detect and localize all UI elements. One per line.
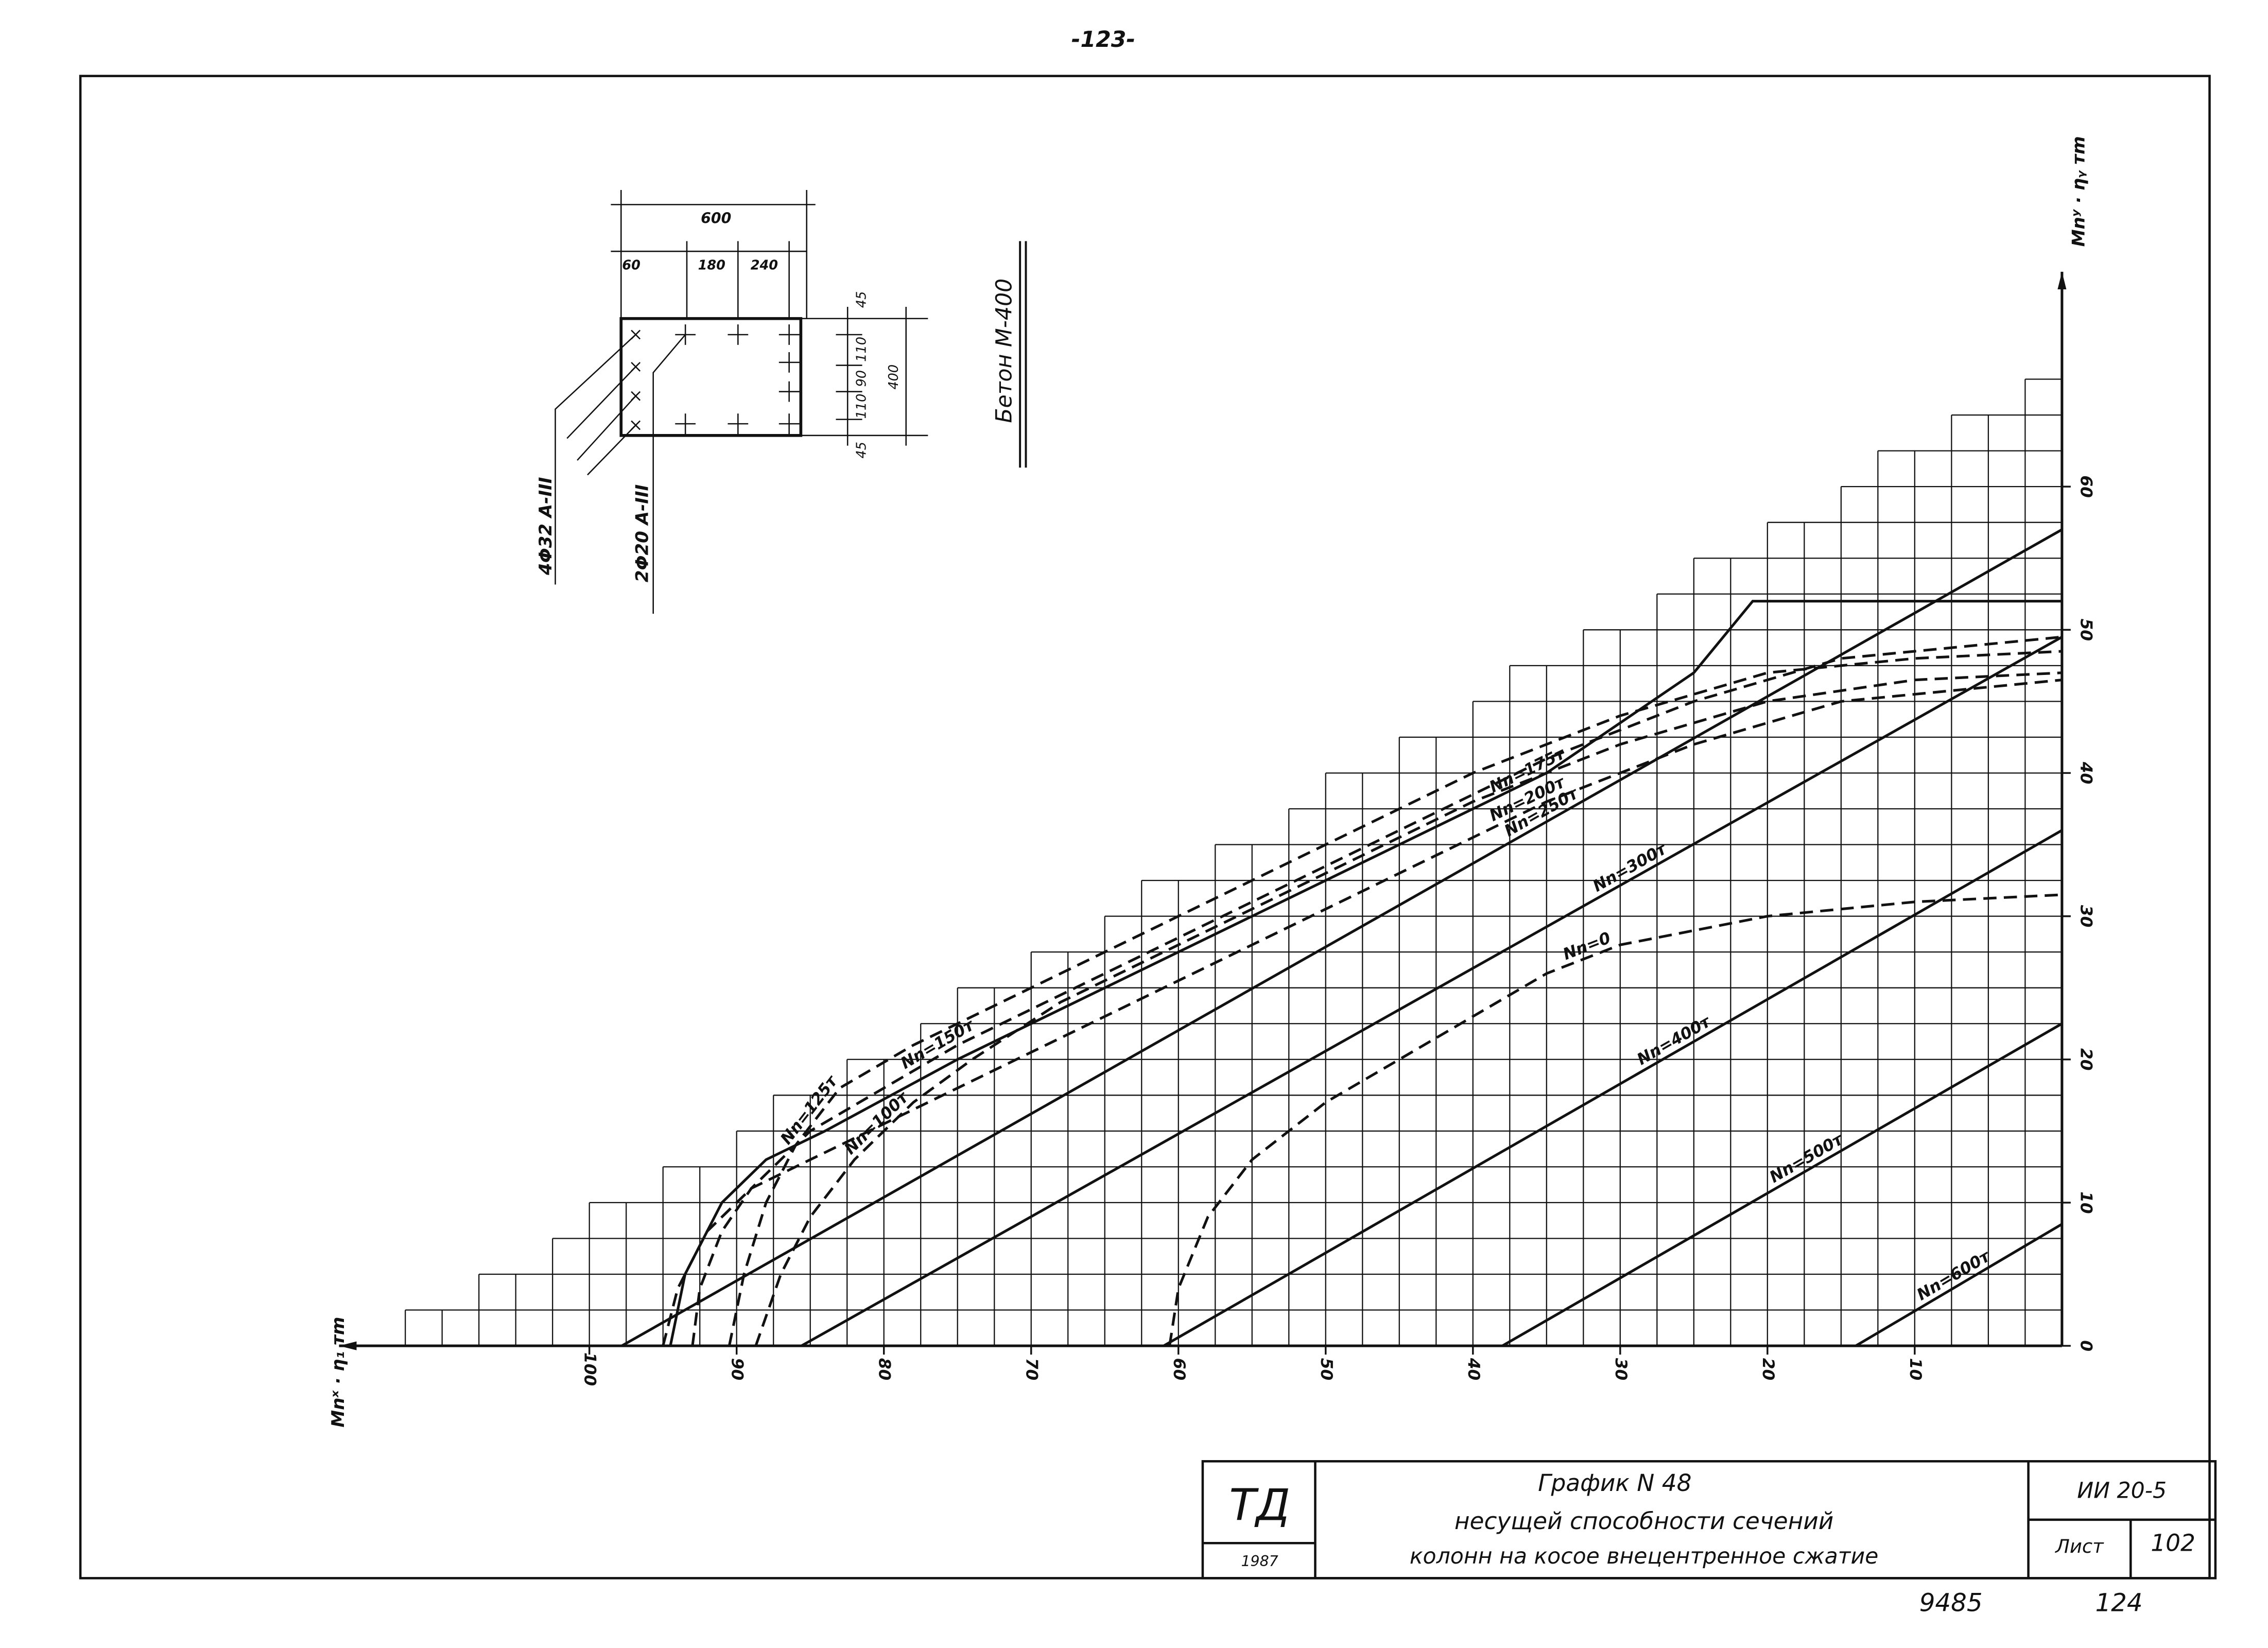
dim-label: 45 [854, 442, 870, 458]
load-curve [669, 600, 2062, 1346]
dimension-lines [611, 189, 928, 446]
curve-label: Nn=600т [1914, 1246, 1994, 1304]
dim-label: 110 [854, 337, 870, 362]
dim-label: 90 [854, 370, 870, 387]
load-curve [801, 635, 2063, 1347]
x-tick-label: 50 [1317, 1358, 1336, 1380]
x-tick-label: 70 [1023, 1358, 1041, 1380]
dim-label: 45 [854, 291, 870, 308]
rebar-label: 4Φ32 A-III [535, 477, 556, 576]
y-tick-label: 0 [2076, 1340, 2095, 1351]
sheet-subtitle: колонн на косое внецентренное сжатие [1410, 1543, 1878, 1569]
title-block: ТД 1987 График N 48 несущей способности … [1201, 1460, 2217, 1580]
curve-label: Nn=400т [1634, 1012, 1714, 1069]
load-curve [662, 679, 2063, 1346]
curve-label: Nn=300т [1590, 839, 1671, 896]
x-tick-label: 40 [1464, 1358, 1483, 1380]
section-outline [619, 317, 803, 437]
dim-label: 60 [622, 258, 640, 273]
plot: Mnˣ · η₁ тm Mnʸ · ηᵧ тm 10 20 30 40 50 60 70 80 90… [328, 136, 2095, 1427]
footer-number: 124 [2095, 1588, 2142, 1617]
concrete-grade: Бетон М-400 [991, 279, 1017, 423]
dim-label: 600 [701, 210, 731, 227]
page-number: -123- [1071, 27, 1135, 53]
sheet-label: Лист [2054, 1535, 2104, 1557]
y-axis-arrow [2057, 271, 2067, 289]
curve-label: Nn=500т [1767, 1130, 1847, 1187]
load-curve [754, 671, 2062, 1346]
load-curve [691, 635, 2063, 1346]
rebar-label: 2Φ20 A-III [632, 484, 652, 582]
load-curve [1163, 829, 2063, 1347]
y-tick-label: 60 [2076, 475, 2095, 497]
sheet-frame [79, 75, 2211, 1580]
title-block-cells [1202, 1461, 2215, 1578]
y-tick-label: 40 [2076, 761, 2095, 784]
year: 1987 [1241, 1553, 1278, 1570]
x-tick-label: 60 [1170, 1358, 1188, 1380]
x-axis-label: Mnˣ · η₁ тm [328, 1317, 349, 1428]
sheet-title: График N 48 [1538, 1469, 1691, 1497]
underline [1019, 241, 1027, 468]
x-tick-label: 30 [1612, 1358, 1630, 1380]
x-tick-label: 20 [1759, 1358, 1777, 1380]
x-axis-arrow [339, 1341, 357, 1350]
sheet-content: -123- 600 60 180 240 45 110 90 110 45 40… [79, 27, 2217, 1617]
dim-label: 240 [751, 258, 778, 273]
y-tick-label: 30 [2076, 905, 2095, 927]
y-tick-label: 20 [2076, 1048, 2095, 1070]
x-tick-label: 80 [875, 1358, 894, 1380]
curve-label: Nn=125т [777, 1071, 842, 1148]
rebar-marks [631, 324, 800, 434]
curve-label: Nn=100т [841, 1088, 913, 1158]
x-tick-label: 10 [1906, 1358, 1925, 1380]
y-tick-label: 50 [2076, 619, 2095, 641]
leader-lines [555, 334, 686, 614]
footer-number: 9485 [1919, 1588, 1983, 1617]
section-sketch: 600 60 180 240 45 110 90 110 45 400 4Φ32… [535, 189, 1027, 614]
logo: ТД [1229, 1480, 1290, 1531]
y-axis-label: Mnʸ · ηᵧ тm [2068, 136, 2089, 247]
load-curve [1855, 1223, 2063, 1347]
dim-label: 110 [854, 394, 870, 419]
drawing-code: ИИ 20-5 [2077, 1478, 2167, 1503]
load-curve [1501, 1022, 2063, 1347]
sheet-number: 102 [2151, 1530, 2195, 1557]
x-tick-label: 90 [728, 1358, 747, 1380]
load-curve [621, 528, 2063, 1347]
load-curve [1168, 893, 2062, 1346]
sheet-subtitle: несущей способности сечений [1455, 1507, 1833, 1535]
load-curve [728, 650, 2062, 1346]
x-tick-label: 100 [581, 1352, 599, 1386]
dim-label: 400 [886, 365, 902, 390]
y-tick-label: 10 [2076, 1191, 2095, 1213]
dim-label: 180 [698, 258, 725, 273]
